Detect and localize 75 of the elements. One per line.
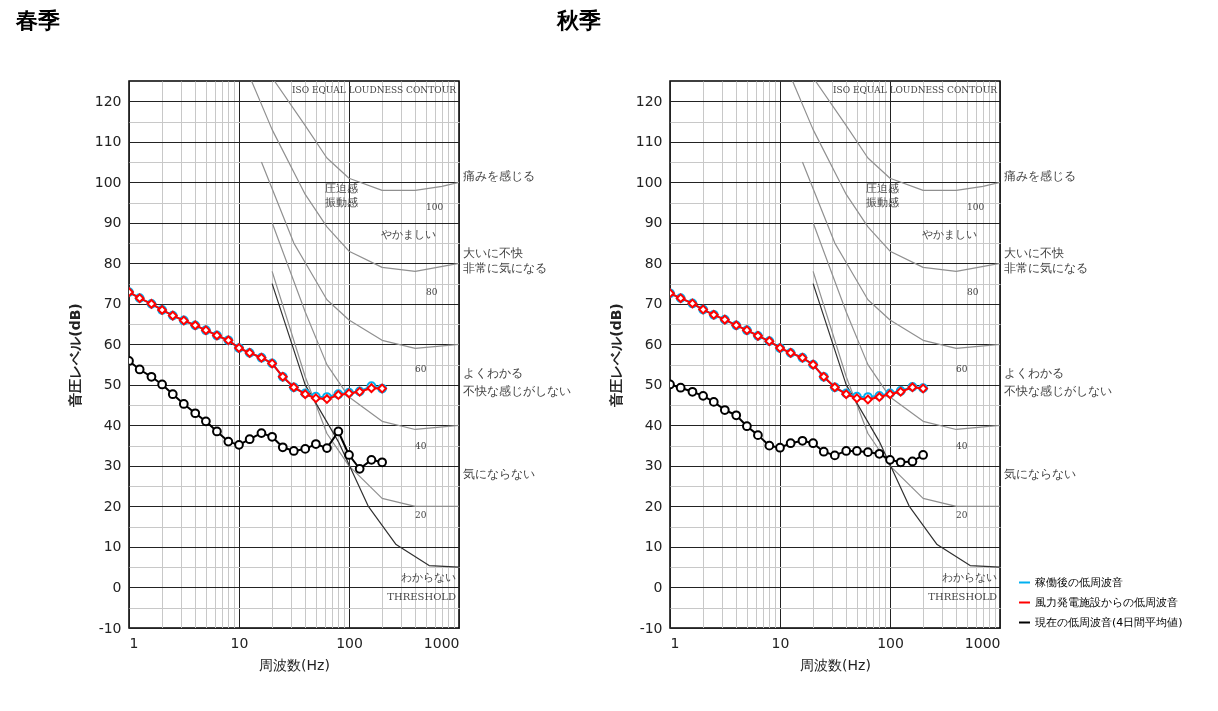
text: 大いに不快 bbox=[1004, 246, 1064, 260]
annotation: やかましい bbox=[381, 228, 436, 241]
annotation: 20 bbox=[415, 510, 427, 520]
x-tick-label: 1 bbox=[670, 634, 680, 651]
annotation: 60 bbox=[956, 364, 968, 374]
annotation: 60 bbox=[415, 364, 427, 374]
y-tick-label: 0 bbox=[112, 578, 122, 595]
text: よくわかる bbox=[1004, 366, 1064, 380]
annotation: 100 bbox=[426, 202, 444, 212]
annotation: 80 bbox=[967, 287, 979, 297]
legend-label: 風力発電施設からの低周波音 bbox=[1035, 595, 1178, 609]
x-tick-label: 1000 bbox=[423, 634, 460, 651]
y-tick-label: 50 bbox=[103, 376, 122, 393]
x-tick-label: 100 bbox=[877, 634, 904, 651]
annotation: わからない bbox=[942, 571, 997, 584]
y-tick-label: -10 bbox=[98, 619, 122, 636]
annotation: 100 bbox=[967, 202, 985, 212]
text: 不快な感じがしない bbox=[463, 384, 571, 398]
y-tick-label: 40 bbox=[644, 416, 663, 433]
y-tick-label: 10 bbox=[103, 538, 122, 555]
y-tick-label: 30 bbox=[103, 457, 122, 474]
x-tick-label: 10 bbox=[771, 634, 790, 651]
y-tick-label: -10 bbox=[639, 619, 663, 636]
y-tick-label: 60 bbox=[644, 335, 663, 352]
y-tick-label: 30 bbox=[644, 457, 663, 474]
y-tick-label: 100 bbox=[94, 173, 122, 190]
text: 痛みを感じる bbox=[1004, 169, 1076, 183]
x-tick-label: 100 bbox=[336, 634, 363, 651]
y-tick-label: 10 bbox=[644, 538, 663, 555]
legend-label: 現在の低周波音(4日間平均値) bbox=[1035, 615, 1183, 629]
text: 非常に気になる bbox=[463, 261, 547, 275]
annotation: 20 bbox=[956, 510, 968, 520]
text: 非常に気になる bbox=[1004, 261, 1088, 275]
y-tick-label: 50 bbox=[644, 376, 663, 393]
annotation: 振動感 bbox=[866, 196, 899, 209]
annotation: やかましい bbox=[922, 228, 977, 241]
y-tick-label: 90 bbox=[644, 214, 663, 231]
annotation: THRESHOLD bbox=[928, 591, 997, 602]
y-tick-label: 100 bbox=[635, 173, 663, 190]
x-axis-title: 周波数(Hz) bbox=[259, 656, 330, 673]
annotation: 振動感 bbox=[325, 196, 358, 209]
x-tick-label: 1 bbox=[129, 634, 139, 651]
y-tick-label: 110 bbox=[94, 133, 122, 150]
y-tick-label: 60 bbox=[103, 335, 122, 352]
chart-title: 秋季 bbox=[556, 8, 602, 33]
y-tick-label: 80 bbox=[103, 254, 122, 271]
annotation: THRESHOLD bbox=[387, 591, 456, 602]
y-tick-label: 70 bbox=[644, 295, 663, 312]
text: 気にならない bbox=[1004, 467, 1076, 481]
y-tick-label: 40 bbox=[103, 416, 122, 433]
y-tick-label: 120 bbox=[94, 92, 122, 109]
y-tick-label: 20 bbox=[103, 497, 122, 514]
y-tick-label: 120 bbox=[635, 92, 663, 109]
x-tick-label: 1000 bbox=[964, 634, 1001, 651]
y-tick-label: 70 bbox=[103, 295, 122, 312]
y-tick-label: 110 bbox=[635, 133, 663, 150]
x-tick-label: 10 bbox=[230, 634, 249, 651]
y-tick-label: 90 bbox=[103, 214, 122, 231]
annotation: 40 bbox=[956, 441, 968, 451]
text: 気にならない bbox=[463, 467, 535, 481]
text: 大いに不快 bbox=[463, 246, 523, 260]
annotation: 80 bbox=[426, 287, 438, 297]
chart-title: 春季 bbox=[15, 8, 61, 33]
text: よくわかる bbox=[463, 366, 523, 380]
y-axis-title: 音圧レベル(dB) bbox=[607, 303, 624, 408]
legend-label: 稼働後の低周波音 bbox=[1035, 575, 1123, 589]
x-axis-title: 周波数(Hz) bbox=[800, 656, 871, 673]
y-axis-title: 音圧レベル(dB) bbox=[66, 303, 83, 408]
y-tick-label: 20 bbox=[644, 497, 663, 514]
annotation: わからない bbox=[401, 571, 456, 584]
text: 不快な感じがしない bbox=[1004, 384, 1112, 398]
annotation: 40 bbox=[415, 441, 427, 451]
y-tick-label: 0 bbox=[653, 578, 663, 595]
text: 痛みを感じる bbox=[463, 169, 535, 183]
y-tick-label: 80 bbox=[644, 254, 663, 271]
